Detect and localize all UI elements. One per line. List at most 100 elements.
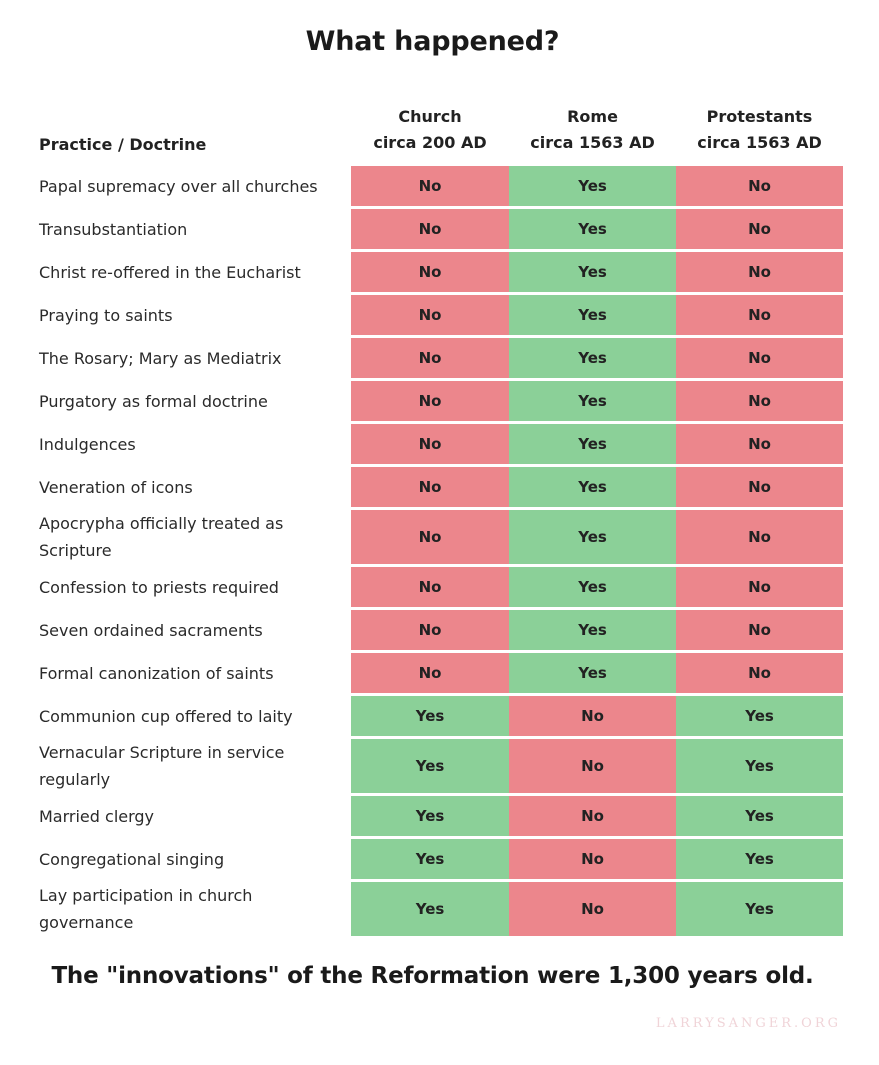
table-row: Apocrypha officially treated as Scriptur… [31,508,843,567]
cell-church: Yes [351,837,509,882]
row-label: Congregational singing [31,837,351,882]
row-label: Transubstantiation [31,207,351,252]
cell-protestants: Yes [676,694,843,739]
page-title: What happened? [305,26,560,57]
cell-rome: Yes [509,565,676,610]
table-row: Veneration of icons No Yes No [31,465,843,510]
cell-protestants: No [676,207,843,252]
cell-protestants: No [676,293,843,338]
cell-rome: No [509,737,676,796]
cell-protestants: Yes [676,880,843,939]
row-label: Lay participation in church governance [31,880,351,939]
row-label: Veneration of icons [31,465,351,510]
column-header-line2: circa 1563 AD [697,133,822,152]
row-label: Purgatory as formal doctrine [31,379,351,424]
cell-protestants: No [676,422,843,467]
cell-church: No [351,465,509,510]
column-header-line1: Protestants [706,107,813,126]
cell-church: No [351,250,509,295]
table-row: Transubstantiation No Yes No [31,207,843,252]
cell-church: No [351,565,509,610]
cell-church: No [351,293,509,338]
cell-rome: Yes [509,651,676,696]
table-row: Vernacular Scripture in service regularl… [31,737,843,796]
cell-rome: Yes [509,207,676,252]
table-row: Confession to priests required No Yes No [31,565,843,610]
row-label: Christ re-offered in the Eucharist [31,250,351,295]
comparison-table: Practice / Doctrine Church circa 200 AD … [31,92,843,939]
row-label: Seven ordained sacraments [31,608,351,653]
cell-rome: Yes [509,465,676,510]
cell-rome: No [509,880,676,939]
row-label: Praying to saints [31,293,351,338]
cell-rome: Yes [509,336,676,381]
cell-protestants: No [676,508,843,567]
cell-rome: No [509,837,676,882]
cell-church: No [351,651,509,696]
row-label: Apocrypha officially treated as Scriptur… [31,508,351,567]
column-header-rome: Rome circa 1563 AD [509,92,676,166]
column-header-line1: Practice / Doctrine [39,135,207,154]
row-label: Papal supremacy over all churches [31,166,351,209]
cell-protestants: Yes [676,737,843,796]
column-header-line1: Church [398,107,462,126]
cell-church: No [351,379,509,424]
cell-church: No [351,608,509,653]
cell-protestants: No [676,336,843,381]
table-row: Lay participation in church governance Ye… [31,880,843,939]
cell-church: Yes [351,880,509,939]
table-row: Indulgences No Yes No [31,422,843,467]
row-label: Communion cup offered to laity [31,694,351,739]
table-row: Communion cup offered to laity Yes No Yes [31,694,843,739]
cell-church: No [351,508,509,567]
row-label: Formal canonization of saints [31,651,351,696]
table-row: Formal canonization of saints No Yes No [31,651,843,696]
table-row: Married clergy Yes No Yes [31,794,843,839]
header-row: Practice / Doctrine Church circa 200 AD … [31,92,843,166]
column-header-practice: Practice / Doctrine [31,92,351,166]
cell-protestants: No [676,379,843,424]
row-label: Confession to priests required [31,565,351,610]
cell-protestants: No [676,608,843,653]
row-label: The Rosary; Mary as Mediatrix [31,336,351,381]
column-header-church: Church circa 200 AD [351,92,509,166]
cell-protestants: Yes [676,794,843,839]
cell-church: Yes [351,737,509,796]
column-header-line1: Rome [567,107,618,126]
conclusion-caption: The "innovations" of the Reformation wer… [51,963,814,989]
cell-church: No [351,336,509,381]
cell-rome: Yes [509,422,676,467]
cell-rome: Yes [509,379,676,424]
cell-rome: Yes [509,608,676,653]
table-row: Praying to saints No Yes No [31,293,843,338]
cell-rome: No [509,794,676,839]
column-header-line2: circa 200 AD [373,133,487,152]
row-label: Vernacular Scripture in service regularl… [31,737,351,796]
table-body: Papal supremacy over all churches No Yes No… [31,166,843,939]
cell-church: No [351,207,509,252]
table-row: Seven ordained sacraments No Yes No [31,608,843,653]
cell-rome: Yes [509,166,676,209]
cell-protestants: Yes [676,837,843,882]
cell-protestants: No [676,465,843,510]
table-row: Papal supremacy over all churches No Yes No [31,166,843,209]
column-header-line2: circa 1563 AD [530,133,655,152]
cell-church: Yes [351,794,509,839]
cell-church: No [351,166,509,209]
table-row: The Rosary; Mary as Mediatrix No Yes No [31,336,843,381]
column-header-protestants: Protestants circa 1563 AD [676,92,843,166]
table-row: Christ re-offered in the Eucharist No Yes N… [31,250,843,295]
cell-rome: Yes [509,508,676,567]
cell-protestants: No [676,250,843,295]
row-label: Indulgences [31,422,351,467]
cell-protestants: No [676,565,843,610]
table-row: Purgatory as formal doctrine No Yes No [31,379,843,424]
cell-rome: No [509,694,676,739]
table-row: Congregational singing Yes No Yes [31,837,843,882]
cell-protestants: No [676,651,843,696]
cell-church: No [351,422,509,467]
watermark: LARRYSANGER.ORG [655,1016,841,1031]
cell-rome: Yes [509,293,676,338]
cell-protestants: No [676,166,843,209]
cell-rome: Yes [509,250,676,295]
